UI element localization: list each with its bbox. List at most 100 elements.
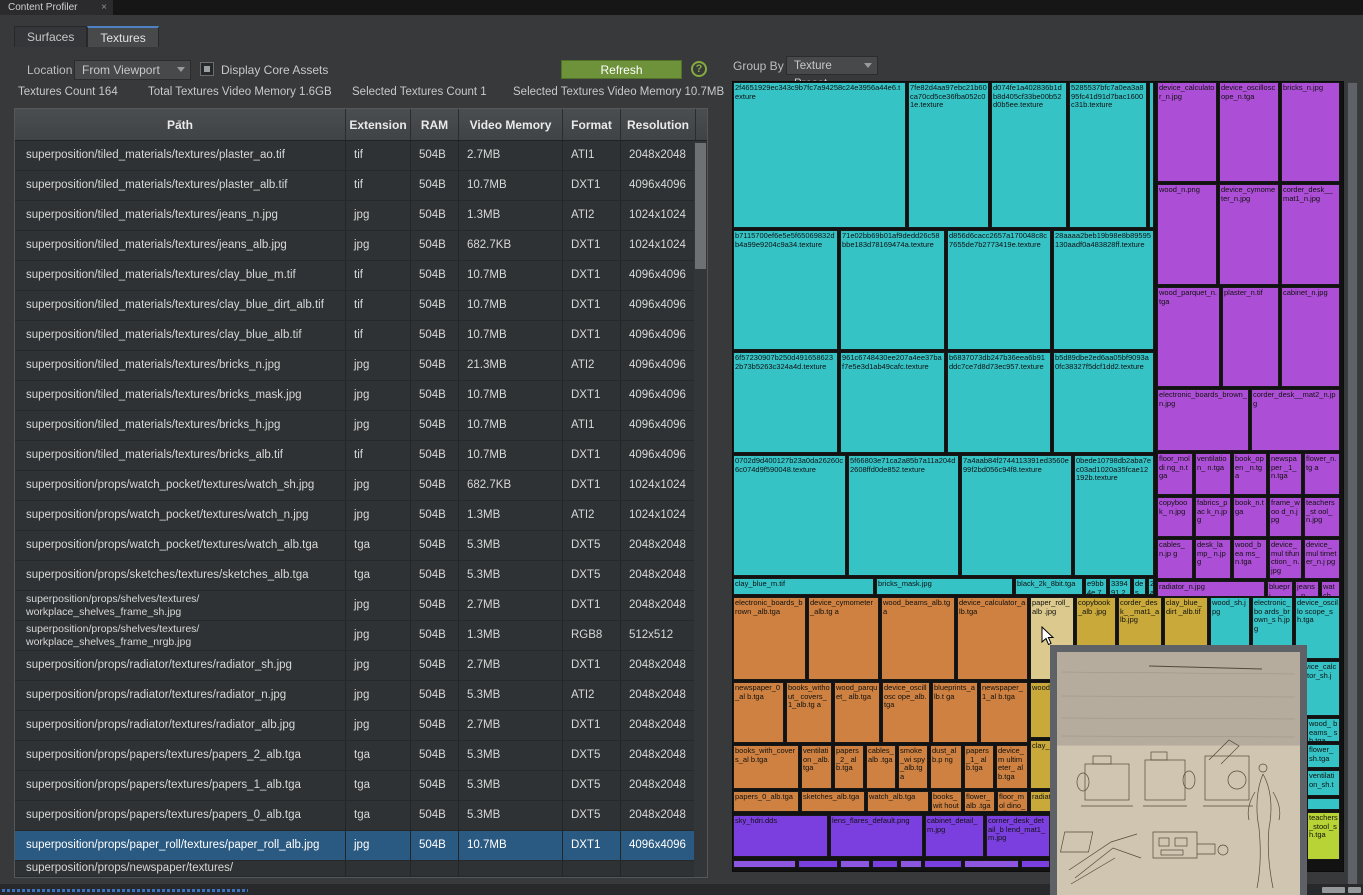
treemap-scrollbar-thumb[interactable] [1348,83,1357,885]
treemap-cell-339491[interactable]: 339491 25807a [1109,578,1131,595]
treemap-cell-wood_n.png[interactable]: wood_n.png [1157,184,1217,285]
column-header-path[interactable]: Path▼ [15,109,346,140]
treemap-cell-teachers_st[interactable]: teachers_st ool_n.jpg [1304,497,1340,537]
table-row[interactable]: superposition/props/shelves/textures/ wo… [15,621,707,651]
treemap-cell[interactable] [840,860,870,868]
treemap-cell-flower_[interactable]: flower_ sh.tga [1307,744,1340,768]
treemap-cell-0702d9d400127b23a0da26260c6c074d9f590048.texture[interactable]: 0702d9d400127b23a0da26260c6c074d9f590048… [733,455,846,576]
treemap-cell-d856d6cacc2657a170048c8c7655de7b2773419e.texture[interactable]: d856d6cacc2657a170048c8c7655de7b2773419e… [947,230,1051,350]
treemap-cell-cabinet_detail_m.jpg[interactable]: cabinet_detail_m.jpg [925,815,984,857]
treemap-cell-papers_1_[interactable]: papers_1_ alb.tga [964,745,994,789]
treemap-cell-b6837073db247b36eea6b91ddc7ce7d8d73ec957.texture[interactable]: b6837073db247b36eea6b91ddc7ce7d8d73ec957… [947,352,1051,453]
treemap-cell-wood_beams_alb.tga[interactable]: wood_beams_alb.tga [881,597,955,680]
treemap-cell-flower_n.tg[interactable]: flower_n.tg a [1304,453,1340,495]
column-header-video-memory[interactable]: Video Memory [459,109,563,140]
display-core-assets-checkbox[interactable] [200,62,214,76]
treemap-cell-corner_desk_detail_b[interactable]: corner_desk_detail_b lend_mat1_m.jpg [986,815,1050,857]
treemap-cell-cables_n.jp[interactable]: cables_n.jp g [1157,539,1193,579]
treemap-cell-6f57230907b250d4916586232b73b5263c324a4d.texture[interactable]: 6f57230907b250d4916586232b73b5263c324a4d… [733,352,838,453]
table-row[interactable]: superposition/props/paper_roll/textures/… [15,831,707,861]
treemap-cell[interactable] [964,860,1019,868]
treemap-cell-device_cymometer_alb.tg[interactable]: device_cymometer_alb.tg a [808,597,879,680]
treemap-cell-newspaper[interactable]: newspaper _1_n.tga [1269,453,1302,495]
close-icon[interactable]: × [101,0,107,15]
table-row[interactable]: superposition/tiled_materials/textures/j… [15,201,707,231]
treemap-cell-cabinet_n.jpg[interactable]: cabinet_n.jpg [1281,287,1340,387]
treemap-cell-black_2k_8bit.tga[interactable]: black_2k_8bit.tga [1015,578,1083,595]
treemap-cell-watch_[interactable]: watch_ [1321,581,1340,597]
treemap-cell[interactable] [872,860,898,868]
treemap-cell-b5d89dbe2ed6aa05bf9093a0fc38327f5dcf1dd2.texture[interactable]: b5d89dbe2ed6aa05bf9093a0fc38327f5dcf1dd2… [1053,352,1154,453]
treemap-cell-ventilation[interactable]: ventilation _alb.tga [801,745,832,789]
treemap-cell-book_open[interactable]: book_open _n.tga [1233,453,1267,495]
column-header-format[interactable]: Format [563,109,621,140]
treemap-cell-papers_2_[interactable]: papers_2_ alb.tga [834,745,864,789]
treemap-cell-device_calculator_alb.tga[interactable]: device_calculator_alb.tga [957,597,1028,680]
treemap-cell[interactable] [924,860,962,868]
treemap-cell-bricks_n.jpg[interactable]: bricks_n.jpg [1281,82,1340,182]
treemap-cell-0bede10798db2aba7ec03ad1020a35fcae12192b.texture[interactable]: 0bede10798db2aba7ec03ad1020a35fcae12192b… [1074,455,1154,576]
table-row[interactable]: superposition/tiled_materials/textures/p… [15,171,707,201]
table-scrollbar[interactable] [694,141,707,878]
treemap-cell-smoke_wi[interactable]: smoke_wi spy_alb.tg a [898,745,928,789]
treemap-cell-ventilation_[interactable]: ventilation_ n.tga [1195,453,1231,495]
table-row[interactable]: superposition/props/radiator/textures/ra… [15,681,707,711]
treemap-cell-5285537bfc7a0ea3a895fc41d91d7bac1600c31b.texture[interactable]: 5285537bfc7a0ea3a895fc41d91d7bac1600c31b… [1069,82,1147,228]
treemap-cell-teachers[interactable]: teachers _stool_s h.tga [1307,812,1340,860]
treemap-cell-ventilati[interactable]: ventilati on_sh.t [1307,770,1340,796]
treemap-cell-bluepri[interactable]: bluepri [1267,581,1293,597]
treemap-cell-jeans_n[interactable]: jeans_n [1295,581,1319,597]
treemap-cell[interactable] [733,860,796,868]
treemap-cell-clay_blue_m.tif[interactable]: clay_blue_m.tif [733,578,874,595]
treemap-cell[interactable] [900,860,922,868]
refresh-button[interactable]: Refresh [561,60,682,79]
treemap-cell-b7115700ef6e5e5f65069832db4a99e9204c9a34.texture[interactable]: b7115700ef6e5e5f65069832db4a99e9204c9a34… [733,230,838,350]
treemap-cell-fabrics_pac[interactable]: fabrics_pac k_n.jpg [1195,497,1231,537]
treemap-cell[interactable] [1021,860,1050,868]
treemap-cell-28aaaa2beb19b98e8b89595130aadf0a483828ff.texture[interactable]: 28aaaa2beb19b98e8b89595130aadf0a483828ff… [1053,230,1154,350]
table-row[interactable]: superposition/props/newspaper/textures/ [15,861,707,877]
treemap-cell-blueprints_alb.t[interactable]: blueprints_alb.t ga [932,682,978,743]
treemap-cell-wood_[interactable]: wood_ beams_ sh.tga [1307,718,1340,742]
table-row[interactable]: superposition/props/radiator/textures/ra… [15,711,707,741]
treemap-cell-2f4651929ec343c9b7fc7a94258c24e3956a44e6.texture[interactable]: 2f4651929ec343c9b7fc7a94258c24e3956a44e6… [733,82,906,228]
treemap-cell-wood_parquet_[interactable]: wood_parquet_ alb.tga [834,682,880,743]
treemap-cell-des[interactable]: des k_la [1133,578,1146,595]
table-row[interactable]: superposition/props/papers/textures/pape… [15,801,707,831]
tab-textures[interactable]: Textures [87,26,158,47]
treemap-cell-books_with_covers_al[interactable]: books_with_covers_al b.tga [733,745,799,789]
hscrollbar-thumb[interactable] [2,889,248,892]
table-row[interactable]: superposition/props/sketches/textures/sk… [15,561,707,591]
table-row[interactable]: superposition/props/papers/textures/pape… [15,771,707,801]
treemap-cell-books_wit[interactable]: books_wit hout_cov [931,791,962,812]
table-scrollbar-thumb[interactable] [695,143,706,269]
treemap-cell-papers_0_alb.tga[interactable]: papers_0_alb.tga [733,791,799,812]
treemap-cell-radiator_n.jpg[interactable]: radiator_n.jpg [1157,581,1265,597]
table-row[interactable]: superposition/props/radiator/textures/ra… [15,651,707,681]
treemap-cell-71e02bb69b01af9dedd26c58bbe183d78169474a.texture[interactable]: 71e02bb69b01af9dedd26c58bbe183d78169474a… [840,230,945,350]
treemap-cell[interactable] [1307,798,1340,810]
treemap-cell-sky_hdri.dds[interactable]: sky_hdri.dds [733,815,828,857]
treemap-cell-copybook_[interactable]: copybook_ n.jpg [1157,497,1193,537]
table-row[interactable]: superposition/props/shelves/textures/ wo… [15,591,707,621]
treemap-cell-desk_lamp_[interactable]: desk_lamp_ n.jpg [1195,539,1231,579]
treemap-cell-book_n.tga[interactable]: book_n.tga [1233,497,1267,537]
treemap-cell-device_oscillosc[interactable]: device_oscillosc ope_alb.tga [882,682,930,743]
treemap-cell-2[interactable]: 2 a [1148,578,1154,595]
tab-surfaces[interactable]: Surfaces [14,26,87,47]
treemap-cell-flower_alb[interactable]: flower_alb .tga [964,791,995,812]
table-row[interactable]: superposition/props/watch_pocket/texture… [15,531,707,561]
treemap-cell-5f66803e71ca2a85b7a11a204d2608ffd0de852.texture[interactable]: 5f66803e71ca2a85b7a11a204d2608ffd0de852.… [848,455,959,576]
treemap-cell-floor_moldi[interactable]: floor_moldi ng_n.tga [1157,453,1193,495]
treemap-cell-plaster_n.tif[interactable]: plaster_n.tif [1222,287,1279,387]
table-row[interactable]: superposition/tiled_materials/textures/c… [15,291,707,321]
treemap-cell-watch_alb.tga[interactable]: watch_alb.tga [867,791,929,812]
treemap-cell-dust_alb.p[interactable]: dust_alb.p ng [930,745,962,789]
treemap-cell-7fe82d4aa97ebc21b60ca70cd5ce36fba052c01e.texture[interactable]: 7fe82d4aa97ebc21b60ca70cd5ce36fba052c01e… [908,82,989,228]
treemap-cell-e9bb4e[interactable]: e9bb4e 73721c [1085,578,1107,595]
treemap-cell-books_without_[interactable]: books_without_ covers_1_alb.tg a [786,682,832,743]
table-row[interactable]: superposition/tiled_materials/textures/j… [15,231,707,261]
table-row[interactable]: superposition/tiled_materials/textures/p… [15,141,707,171]
treemap-cell-lens_flares_default.png[interactable]: lens_flares_default.png [830,815,923,857]
table-row[interactable]: superposition/props/watch_pocket/texture… [15,501,707,531]
